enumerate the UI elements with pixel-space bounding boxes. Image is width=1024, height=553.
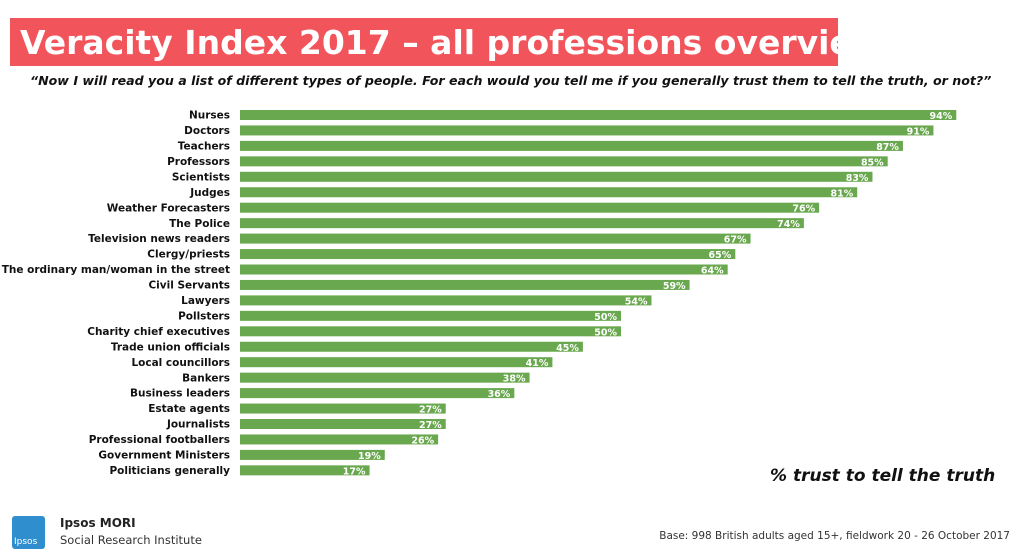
bar (240, 279, 690, 290)
category-label: Lawyers (181, 295, 230, 307)
bar (240, 310, 621, 321)
bar (240, 465, 370, 476)
data-label: 50% (594, 327, 617, 338)
base-note: Base: 998 British adults aged 15+, field… (659, 530, 1010, 542)
survey-question: “Now I will read you a list of different… (30, 73, 992, 88)
data-label: 87% (876, 142, 899, 153)
data-label: 50% (594, 312, 617, 323)
data-label: 67% (724, 235, 747, 246)
bar (240, 156, 888, 167)
category-label: Professors (167, 156, 230, 168)
bar (240, 295, 652, 306)
bar (240, 125, 934, 136)
bar (240, 233, 751, 244)
page-title: Veracity Index 2017 – all professions ov… (20, 23, 883, 62)
bar (240, 434, 439, 445)
category-label: Charity chief executives (87, 326, 230, 338)
data-label: 26% (411, 435, 434, 446)
value-axis-label: % trust to tell the truth (770, 466, 996, 486)
category-label: Bankers (182, 372, 230, 384)
category-label: Doctors (184, 125, 230, 137)
data-label: 19% (358, 451, 381, 462)
data-label: 36% (488, 389, 511, 400)
data-label: 27% (419, 420, 442, 431)
category-label: Government Ministers (98, 450, 230, 462)
bar (240, 388, 515, 399)
bar (240, 187, 858, 198)
bar (240, 202, 820, 213)
data-label: 27% (419, 405, 442, 416)
bar (240, 110, 957, 120)
data-label: 54% (625, 296, 648, 307)
category-label: Civil Servants (148, 280, 230, 292)
title-banner (10, 18, 838, 66)
category-label: Politicians generally (109, 465, 230, 477)
bar (240, 341, 583, 352)
bar (240, 372, 530, 383)
category-label: Scientists (172, 171, 230, 183)
category-label: Pollsters (178, 310, 230, 322)
category-label: Business leaders (130, 388, 230, 400)
category-label: Teachers (178, 141, 230, 153)
bar (240, 326, 621, 337)
data-label: 85% (861, 157, 884, 168)
bar (240, 249, 736, 260)
category-label: Estate agents (148, 403, 230, 415)
data-label: 38% (503, 374, 526, 385)
category-label: Local councillors (131, 357, 230, 369)
category-label: Judges (189, 187, 230, 199)
data-label: 74% (777, 219, 800, 230)
bar (240, 403, 446, 414)
data-label: 59% (663, 281, 686, 292)
ipsos-logo: Ipsos (12, 516, 45, 549)
data-label: 64% (701, 266, 724, 277)
data-label: 83% (846, 173, 869, 184)
category-label: Trade union officials (111, 341, 230, 353)
data-label: 76% (792, 204, 815, 215)
category-label: The Police (169, 218, 230, 230)
data-label: 45% (556, 343, 579, 354)
data-label: 65% (709, 250, 732, 261)
bar (240, 357, 553, 368)
bar (240, 171, 873, 182)
data-label: 81% (830, 188, 853, 199)
brand-subtitle: Social Research Institute (60, 533, 202, 547)
bar (240, 264, 728, 275)
category-label: Clergy/priests (147, 249, 230, 261)
category-label: Television news readers (88, 233, 230, 245)
category-label: Weather Forecasters (107, 202, 230, 214)
data-label: 17% (343, 466, 366, 477)
data-label: 41% (526, 358, 549, 369)
bar (240, 140, 903, 151)
bar (240, 218, 804, 229)
data-label: 94% (930, 111, 953, 122)
category-label: Journalists (166, 419, 230, 431)
bar (240, 419, 446, 429)
category-label: Professional footballers (89, 434, 230, 446)
category-label: Nurses (189, 110, 230, 122)
logo-text: Ipsos (14, 537, 38, 547)
category-label: The ordinary man/woman in the street (2, 264, 230, 276)
bar (240, 449, 385, 460)
brand-name: Ipsos MORI (60, 516, 136, 530)
data-label: 91% (907, 126, 930, 137)
